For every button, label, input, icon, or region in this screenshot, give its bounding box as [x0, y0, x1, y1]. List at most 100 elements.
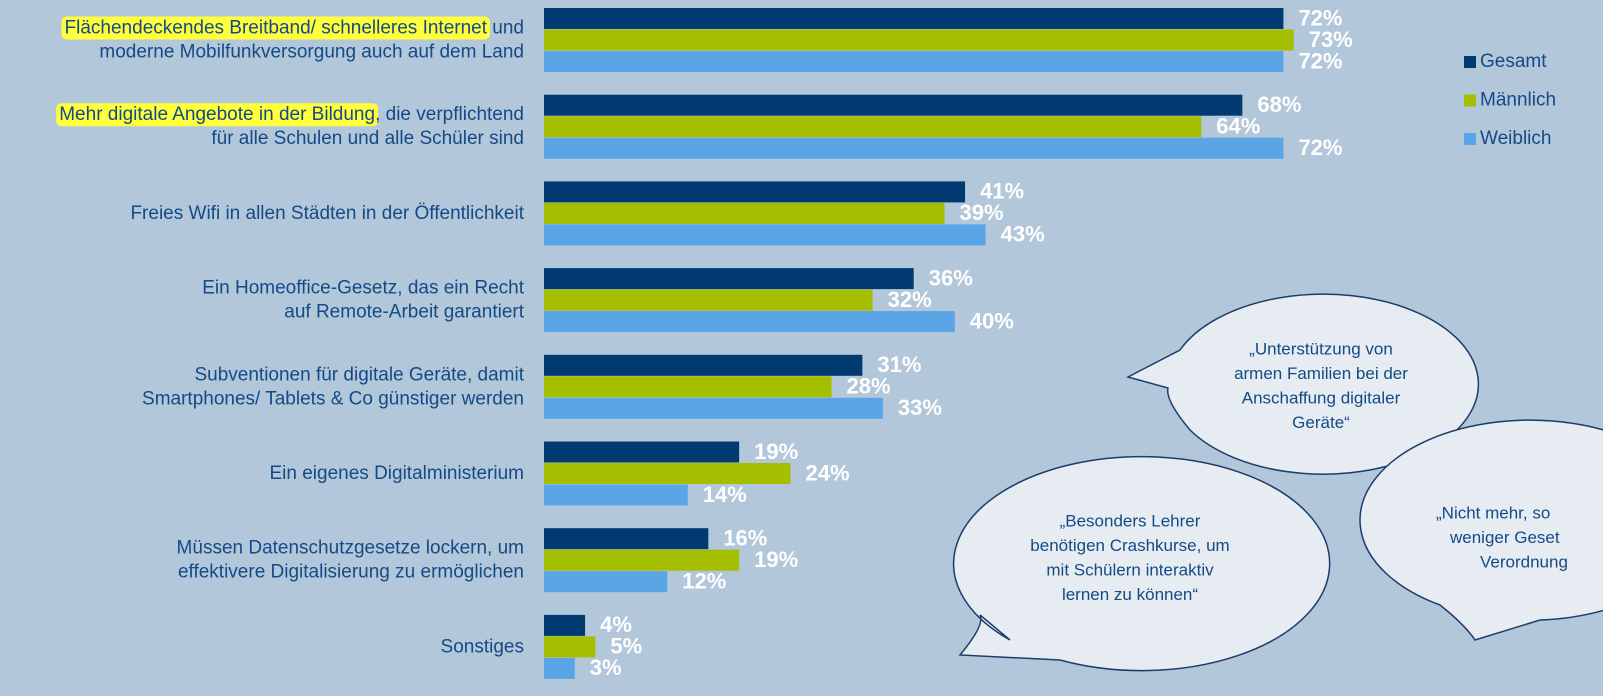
value-label: 40%	[970, 308, 1014, 333]
bar	[544, 484, 688, 506]
category-label-part: für alle Schulen und alle Schüler sind	[211, 128, 524, 149]
category-label-part: , die verpflichtend	[375, 104, 524, 125]
legend-swatch	[1464, 94, 1476, 107]
category-label-part: Flächendeckendes Breitband/ schnelleres …	[65, 18, 488, 39]
category-label: Müssen Datenschutzgesetze lockern, um	[177, 538, 524, 559]
annotation-text: „Nicht mehr, so	[1436, 503, 1550, 522]
bar	[544, 8, 1284, 29]
value-label: 24%	[805, 460, 849, 485]
bar	[544, 528, 709, 550]
value-label: 72%	[1298, 48, 1342, 73]
category-label: Flächendeckendes Breitband/ schnelleres …	[65, 18, 524, 39]
annotation-text: weniger Geset	[1449, 528, 1560, 547]
bar	[544, 224, 986, 246]
bar	[544, 289, 873, 311]
annotation-text: Anschaffung digitaler	[1242, 388, 1401, 407]
category-label-part: Sonstiges	[441, 636, 524, 657]
bar	[544, 636, 596, 658]
value-label: 5%	[610, 634, 642, 659]
category-label: Subventionen für digitale Geräte, damit	[194, 364, 524, 385]
annotation-text: „Unterstützung von	[1249, 339, 1393, 358]
value-label: 68%	[1257, 92, 1301, 117]
speech-bubble	[1125, 293, 1480, 475]
category-label-part: Mehr digitale Angebote in der Bildung	[59, 104, 375, 125]
speech-bubble	[1359, 419, 1603, 641]
category-label: Ein Homeoffice-Gesetz, das ein Recht	[202, 278, 524, 299]
value-label: 33%	[898, 395, 942, 420]
value-label: 4%	[600, 612, 632, 637]
bar	[544, 571, 668, 593]
bar	[544, 116, 1202, 138]
bar	[544, 549, 740, 571]
value-label: 72%	[1298, 135, 1342, 160]
value-label: 72%	[1298, 5, 1342, 30]
value-label: 14%	[703, 482, 747, 507]
bar	[544, 137, 1284, 159]
category-label-part: moderne Mobilfunkversorgung auch auf dem…	[99, 42, 524, 63]
bar	[544, 614, 586, 636]
value-label: 73%	[1309, 27, 1353, 52]
highlight	[56, 103, 379, 127]
category-label: auf Remote-Arbeit garantiert	[284, 302, 524, 323]
value-label: 31%	[877, 352, 921, 377]
value-label: 28%	[847, 374, 891, 399]
category-label-part: effektivere Digitalisierung zu ermöglich…	[178, 562, 524, 583]
bar	[544, 51, 1284, 72]
value-label: 16%	[723, 526, 767, 551]
highlights	[56, 16, 491, 127]
legend-label: Gesamt	[1480, 51, 1547, 72]
value-label: 64%	[1216, 114, 1260, 139]
bar	[544, 311, 955, 333]
annotation-text: armen Familien bei der	[1234, 364, 1408, 383]
legend-label: Männlich	[1480, 90, 1556, 111]
category-label-part: Subventionen für digitale Geräte, damit	[194, 364, 524, 385]
category-label: für alle Schulen und alle Schüler sind	[211, 128, 524, 149]
bar	[544, 94, 1243, 116]
value-label: 12%	[682, 569, 726, 594]
value-label: 32%	[888, 287, 932, 312]
category-label: Mehr digitale Angebote in der Bildung, d…	[59, 104, 524, 125]
value-label: 41%	[980, 179, 1024, 204]
category-label-part: Müssen Datenschutzgesetze lockern, um	[177, 538, 524, 559]
category-label-part: Freies Wifi in allen Städten in der Öffe…	[130, 203, 524, 224]
category-label: effektivere Digitalisierung zu ermöglich…	[178, 562, 524, 583]
highlight	[61, 16, 491, 40]
bar	[544, 376, 832, 398]
category-label: Freies Wifi in allen Städten in der Öffe…	[130, 203, 524, 224]
value-label: 19%	[754, 439, 798, 464]
category-label-part: auf Remote-Arbeit garantiert	[284, 302, 524, 323]
value-label: 3%	[590, 655, 622, 680]
category-label: Smartphones/ Tablets & Co günstiger werd…	[142, 388, 524, 409]
category-label: Sonstiges	[441, 636, 524, 657]
annotation-text: Geräte“	[1292, 413, 1350, 432]
bar	[544, 441, 740, 463]
annotation-text: „Besonders Lehrer	[1060, 511, 1201, 530]
bar	[544, 181, 966, 203]
category-label-part: und	[487, 18, 524, 39]
bar	[544, 202, 945, 224]
category-label: Ein eigenes Digitalministerium	[270, 463, 525, 484]
annotation-text: Verordnung	[1480, 552, 1568, 571]
value-label: 36%	[929, 265, 973, 290]
value-label: 43%	[1001, 222, 1045, 247]
category-label-part: Smartphones/ Tablets & Co günstiger werd…	[142, 388, 524, 409]
speech-bubble	[952, 455, 1331, 672]
annotation-text: lernen zu können“	[1062, 585, 1198, 604]
category-label: moderne Mobilfunkversorgung auch auf dem…	[99, 42, 524, 63]
bar	[544, 354, 863, 376]
annotation-text: benötigen Crashkurse, um	[1030, 536, 1229, 555]
legend-label: Weiblich	[1480, 128, 1551, 149]
legend-swatch	[1464, 133, 1476, 145]
value-label: 19%	[754, 547, 798, 572]
bar	[544, 268, 914, 290]
value-label: 39%	[960, 200, 1004, 225]
bar	[544, 397, 883, 419]
bar	[544, 657, 575, 679]
annotation-text: mit Schülern interaktiv	[1046, 560, 1214, 579]
category-label-part: Ein Homeoffice-Gesetz, das ein Recht	[202, 278, 524, 299]
bar	[544, 29, 1294, 51]
legend-swatch	[1464, 56, 1476, 68]
category-label-part: Ein eigenes Digitalministerium	[270, 463, 525, 484]
bar	[544, 463, 791, 484]
